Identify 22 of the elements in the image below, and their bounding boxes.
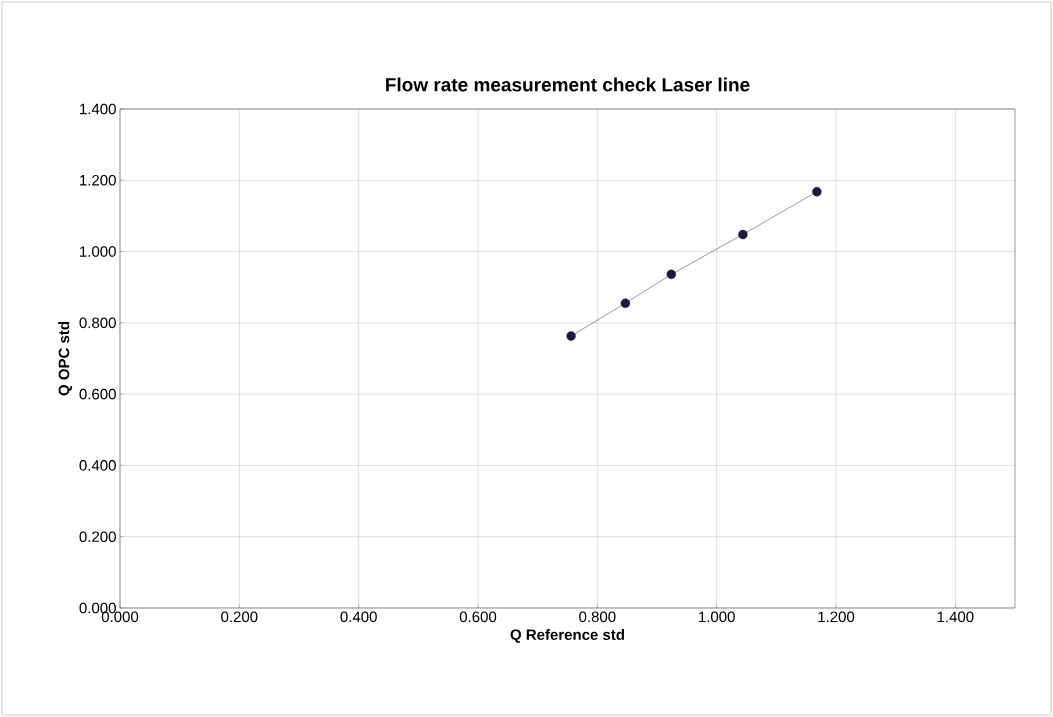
- y-tick-label: 0.800: [79, 317, 116, 329]
- x-tick-label: 0.600: [459, 611, 497, 623]
- y-tick-label: 0.600: [79, 388, 116, 400]
- x-tick-label: 1.400: [937, 611, 974, 623]
- y-axis-title: Q OPC std: [58, 321, 73, 396]
- point: [666, 269, 677, 280]
- x-axis-title: Q Reference std: [510, 629, 625, 643]
- x-tick-label: 0.800: [579, 611, 616, 623]
- x-tick-label: 1.200: [818, 611, 855, 623]
- x-tick-label: 0.400: [340, 611, 377, 623]
- y-tick-label: 0.400: [79, 460, 116, 471]
- point: [566, 331, 576, 341]
- point: [620, 298, 631, 308]
- y-tick-label: 1.400: [80, 103, 116, 115]
- y-tick-label: 1.000: [80, 246, 116, 257]
- y-tick-label: 0.200: [79, 531, 116, 542]
- point: [812, 186, 822, 197]
- point: [738, 229, 748, 240]
- y-tick-label: 1.200: [80, 174, 116, 186]
- chart-title: Flow rate measurement check Laser line: [386, 77, 750, 92]
- x-tick-label: 1.000: [699, 611, 735, 623]
- x-tick-label: 0.200: [221, 611, 258, 623]
